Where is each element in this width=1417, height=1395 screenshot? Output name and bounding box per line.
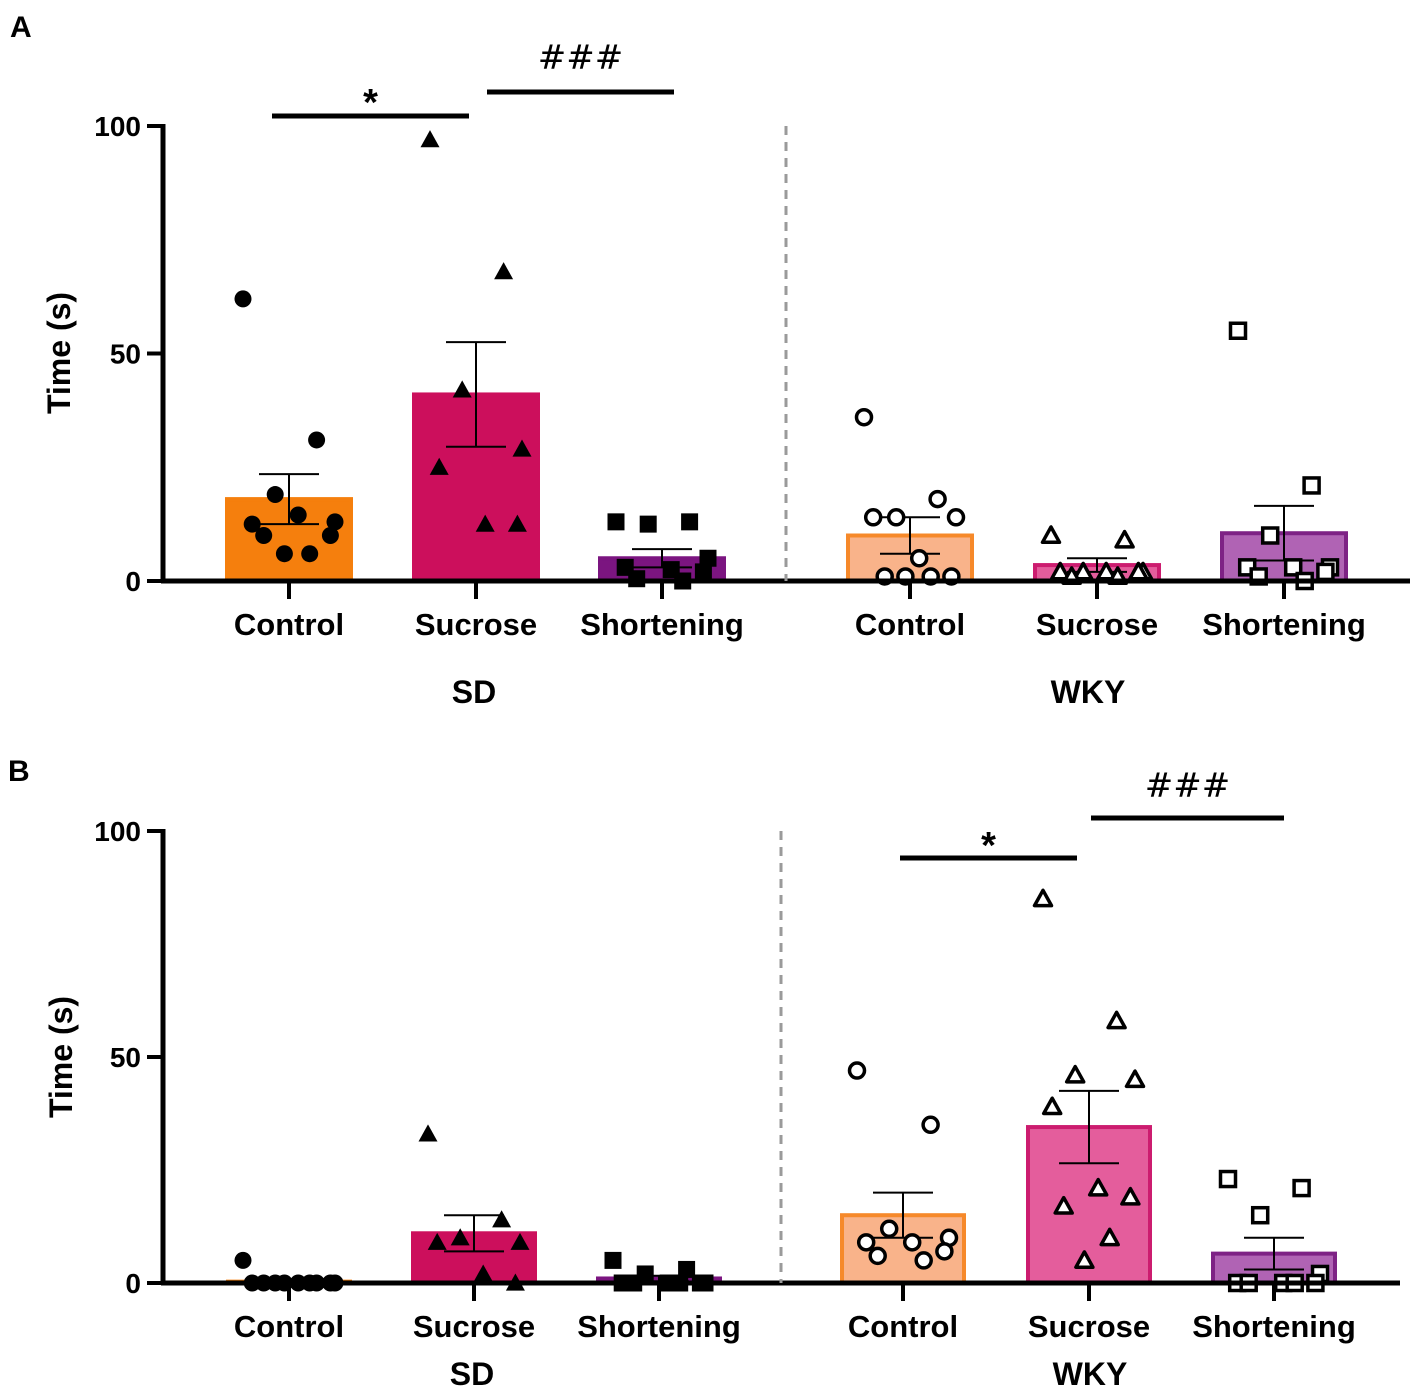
y-tick-label: 0 bbox=[125, 566, 141, 597]
category-label: Shortening bbox=[1202, 607, 1366, 642]
data-point bbox=[492, 1210, 512, 1228]
data-point bbox=[420, 130, 440, 148]
data-point bbox=[847, 1061, 867, 1080]
data-point bbox=[1087, 1177, 1109, 1197]
data-point bbox=[418, 1124, 438, 1142]
data-point bbox=[604, 1251, 622, 1269]
data-point bbox=[1228, 321, 1248, 340]
data-point bbox=[326, 513, 344, 531]
data-point bbox=[494, 262, 514, 280]
significance-label: * bbox=[981, 825, 996, 867]
category-label: Shortening bbox=[1192, 1309, 1356, 1344]
data-point bbox=[427, 1232, 447, 1250]
data-point bbox=[1099, 1227, 1120, 1247]
y-tick-label: 50 bbox=[110, 1042, 141, 1073]
category-label: Sucrose bbox=[415, 607, 537, 642]
data-point bbox=[854, 407, 874, 427]
category-label: Sucrose bbox=[1036, 607, 1158, 642]
data-point bbox=[879, 1219, 899, 1239]
data-point bbox=[243, 515, 261, 533]
data-point bbox=[510, 1232, 530, 1250]
data-point bbox=[1302, 476, 1321, 495]
data-point bbox=[512, 439, 532, 457]
y-axis-label: Time (s) bbox=[43, 996, 79, 1118]
data-point bbox=[429, 457, 449, 475]
significance-label: * bbox=[363, 82, 378, 124]
data-point bbox=[856, 1233, 876, 1252]
category-label: Control bbox=[855, 607, 965, 642]
data-point bbox=[1283, 558, 1303, 577]
panel-b: B Time (s) Control Sucrose Shortening SD Contr… bbox=[8, 755, 1400, 1392]
group-label: SD bbox=[450, 1356, 494, 1392]
category-label: Control bbox=[234, 607, 344, 642]
data-point bbox=[275, 545, 293, 563]
data-point bbox=[1074, 1250, 1095, 1269]
data-point bbox=[301, 545, 319, 563]
group-label: WKY bbox=[1053, 1356, 1128, 1392]
data-point bbox=[1032, 888, 1054, 908]
significance-label: ### bbox=[538, 38, 623, 78]
data-point bbox=[450, 1228, 470, 1246]
data-point bbox=[234, 290, 252, 308]
data-point bbox=[1053, 1195, 1074, 1215]
data-point bbox=[902, 1233, 922, 1252]
group-label: SD bbox=[452, 674, 496, 710]
data-point bbox=[1218, 1169, 1238, 1189]
data-point bbox=[607, 513, 625, 531]
y-tick-label: 50 bbox=[110, 339, 141, 370]
y-tick-label: 100 bbox=[94, 816, 141, 847]
data-point bbox=[1250, 1205, 1270, 1225]
data-point bbox=[694, 563, 712, 581]
data-point bbox=[234, 1251, 252, 1269]
y-tick-label: 0 bbox=[125, 1268, 141, 1299]
data-point bbox=[886, 508, 906, 527]
data-point bbox=[1316, 562, 1335, 582]
data-point bbox=[266, 486, 284, 504]
data-point bbox=[909, 549, 929, 568]
data-point bbox=[921, 1115, 940, 1135]
data-point bbox=[321, 527, 339, 544]
y-axis-label: Time (s) bbox=[41, 292, 77, 414]
data-point bbox=[507, 514, 527, 532]
data-point bbox=[289, 506, 307, 524]
data-point bbox=[255, 527, 273, 544]
data-point bbox=[681, 513, 699, 531]
data-point bbox=[1114, 529, 1135, 549]
data-point bbox=[678, 1260, 696, 1278]
data-point bbox=[308, 431, 326, 449]
category-label: Control bbox=[234, 1309, 344, 1344]
data-point bbox=[1064, 1064, 1086, 1084]
category-label: Shortening bbox=[577, 1309, 741, 1344]
group-label: WKY bbox=[1051, 674, 1126, 710]
panel-a: A Time (s) Control Sucrose Shortening SD Contr… bbox=[10, 11, 1410, 710]
category-label: Control bbox=[848, 1309, 958, 1344]
data-point bbox=[914, 1251, 933, 1270]
panel-label: A bbox=[10, 11, 32, 44]
data-point bbox=[1041, 1096, 1063, 1116]
data-point bbox=[946, 508, 966, 527]
category-label: Shortening bbox=[580, 607, 744, 642]
category-label: Sucrose bbox=[1028, 1309, 1150, 1344]
data-point bbox=[699, 549, 717, 567]
panel-label: B bbox=[8, 755, 30, 788]
data-point bbox=[935, 1242, 954, 1261]
category-label: Sucrose bbox=[413, 1309, 535, 1344]
data-point bbox=[475, 514, 495, 532]
data-point bbox=[1260, 526, 1280, 545]
data-point bbox=[1040, 525, 1062, 545]
significance-label: ### bbox=[1145, 766, 1230, 806]
y-tick-label: 100 bbox=[94, 111, 141, 142]
data-point bbox=[452, 380, 472, 398]
data-point bbox=[1124, 1069, 1146, 1089]
data-point bbox=[868, 1246, 887, 1266]
data-point bbox=[473, 1264, 493, 1282]
data-point bbox=[639, 515, 657, 533]
data-point bbox=[1120, 1186, 1141, 1206]
data-point bbox=[928, 489, 947, 509]
data-point bbox=[1106, 1010, 1127, 1030]
data-point bbox=[863, 508, 883, 527]
data-point bbox=[1292, 1178, 1311, 1198]
